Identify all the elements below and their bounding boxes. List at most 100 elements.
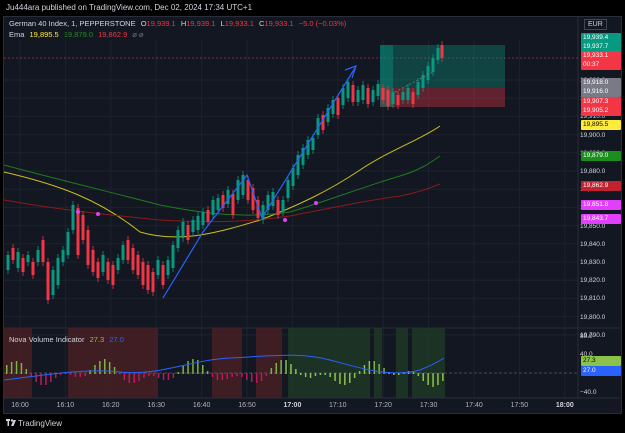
candle-body [271, 192, 275, 206]
candle-body [46, 262, 50, 300]
candle-body [226, 190, 230, 204]
time-axis-label: 17:50 [510, 402, 529, 409]
candle-body [121, 245, 125, 260]
symbol-legend[interactable]: German 40 Index, 1, PEPPERSTONE O19,939.… [9, 19, 349, 28]
indicator-bar [344, 373, 346, 385]
candle-body [76, 208, 80, 255]
indicator-bar [290, 364, 292, 374]
low-value: 19,933.1 [224, 19, 254, 28]
indicator-bar [422, 373, 424, 381]
candle-body [281, 200, 285, 212]
candle-body [386, 90, 390, 106]
ema-visibility-icon[interactable]: ⌀ ⌀ [132, 30, 144, 39]
indicator-bar [35, 373, 37, 382]
indicator-bar [309, 373, 312, 378]
price-scale-label: 19,790.0 [580, 331, 606, 339]
symbol-title[interactable]: German 40 Index, 1, PEPPERSTONE [9, 19, 136, 28]
indicator-bar [280, 360, 282, 374]
candle-body [286, 180, 290, 198]
indicator-bar [255, 373, 258, 383]
candle-body [141, 262, 145, 285]
candle-body [116, 258, 120, 270]
signal-marker [76, 210, 80, 214]
candle-body [71, 205, 75, 230]
indicator-bar [231, 373, 233, 377]
candle-body [251, 188, 255, 210]
ema-value-fast: 19,895.5 [29, 30, 59, 39]
indicator-bar [172, 373, 175, 378]
indicator-legend[interactable]: Nova Volume Indicator 27.3 27.0 [9, 335, 127, 344]
candle-body [221, 195, 225, 208]
ema-legend[interactable]: Ema 19,895.5 19,879.0 19,862.9 ⌀ ⌀ [9, 30, 147, 39]
ema-label[interactable]: Ema [9, 30, 25, 39]
candle-body [296, 155, 300, 175]
price-scale-label: 19,850.0 [580, 222, 606, 230]
candle-body [196, 216, 200, 230]
indicator-name[interactable]: Nova Volume Indicator [9, 335, 85, 344]
price-scale-label: 19,880.0 [580, 168, 606, 175]
candle-body [126, 240, 130, 260]
indicator-zone [256, 328, 282, 398]
price-tag: 19,939.4 [581, 33, 621, 43]
indicator-bar [133, 373, 135, 383]
indicator-bar [358, 371, 361, 374]
indicator-bar [324, 373, 326, 375]
indicator-bar [167, 373, 170, 380]
candle-body [401, 92, 405, 100]
candle-body [11, 248, 15, 260]
candle-body [246, 180, 250, 200]
indicator-value-1: 27.3 [89, 335, 105, 344]
time-axis-label: 16:50 [238, 402, 256, 409]
indicator-bar [211, 373, 214, 377]
indicator-zone [4, 328, 32, 398]
indicator-bar [236, 373, 238, 376]
indicator-bar [265, 373, 268, 376]
change-value: −5.0 (−0.03%) [298, 19, 347, 28]
indicator-bar [177, 372, 179, 374]
candle-body [181, 222, 185, 238]
indicator-bar [216, 373, 219, 380]
indicator-bar [226, 373, 228, 379]
candle-body [341, 88, 345, 105]
indicator-bar [437, 373, 439, 385]
indicator-line [3, 354, 445, 381]
candle-body [366, 88, 370, 104]
indicator-bar [10, 362, 13, 374]
indicator-zone [412, 328, 445, 398]
indicator-bar [304, 373, 307, 377]
candle-body [106, 262, 110, 280]
low-label: L [220, 19, 225, 28]
price-tag: 19,895.5 [581, 120, 621, 130]
indicator-zone [68, 328, 158, 398]
indicator-bar [69, 373, 72, 375]
price-tag: 19,905.2 [581, 106, 621, 116]
candle-body [151, 272, 155, 292]
time-axis-label: 16:10 [56, 402, 75, 409]
indicator-bar [108, 362, 111, 374]
candle-body [156, 260, 160, 275]
candle-body [86, 230, 90, 265]
candle-body [241, 175, 245, 195]
candle-body [406, 88, 410, 100]
candle-body [26, 255, 30, 262]
candle-body [316, 118, 320, 135]
price-scale-label: 19,900.0 [580, 131, 606, 139]
candle-body [36, 250, 40, 262]
indicator-bar [94, 365, 96, 374]
indicator-tag-2: 27.0 [581, 366, 621, 376]
price-tag: 19,851.8 [581, 200, 621, 210]
candle-body [206, 210, 210, 222]
price-tag: 19,907.3 [581, 97, 621, 107]
indicator-value-2: 27.0 [109, 335, 124, 344]
time-axis-label: 17:30 [419, 402, 438, 409]
ema-mid-line [3, 155, 441, 216]
footer-brand: TradingView [18, 419, 63, 428]
candle-body [416, 82, 420, 95]
indicator-bar [99, 361, 101, 374]
indicator-bar [329, 373, 331, 377]
indicator-bar [314, 373, 317, 376]
currency-label[interactable]: EUR [584, 19, 607, 30]
price-tag: 19,862.9 [581, 181, 621, 191]
indicator-bar [270, 368, 273, 374]
